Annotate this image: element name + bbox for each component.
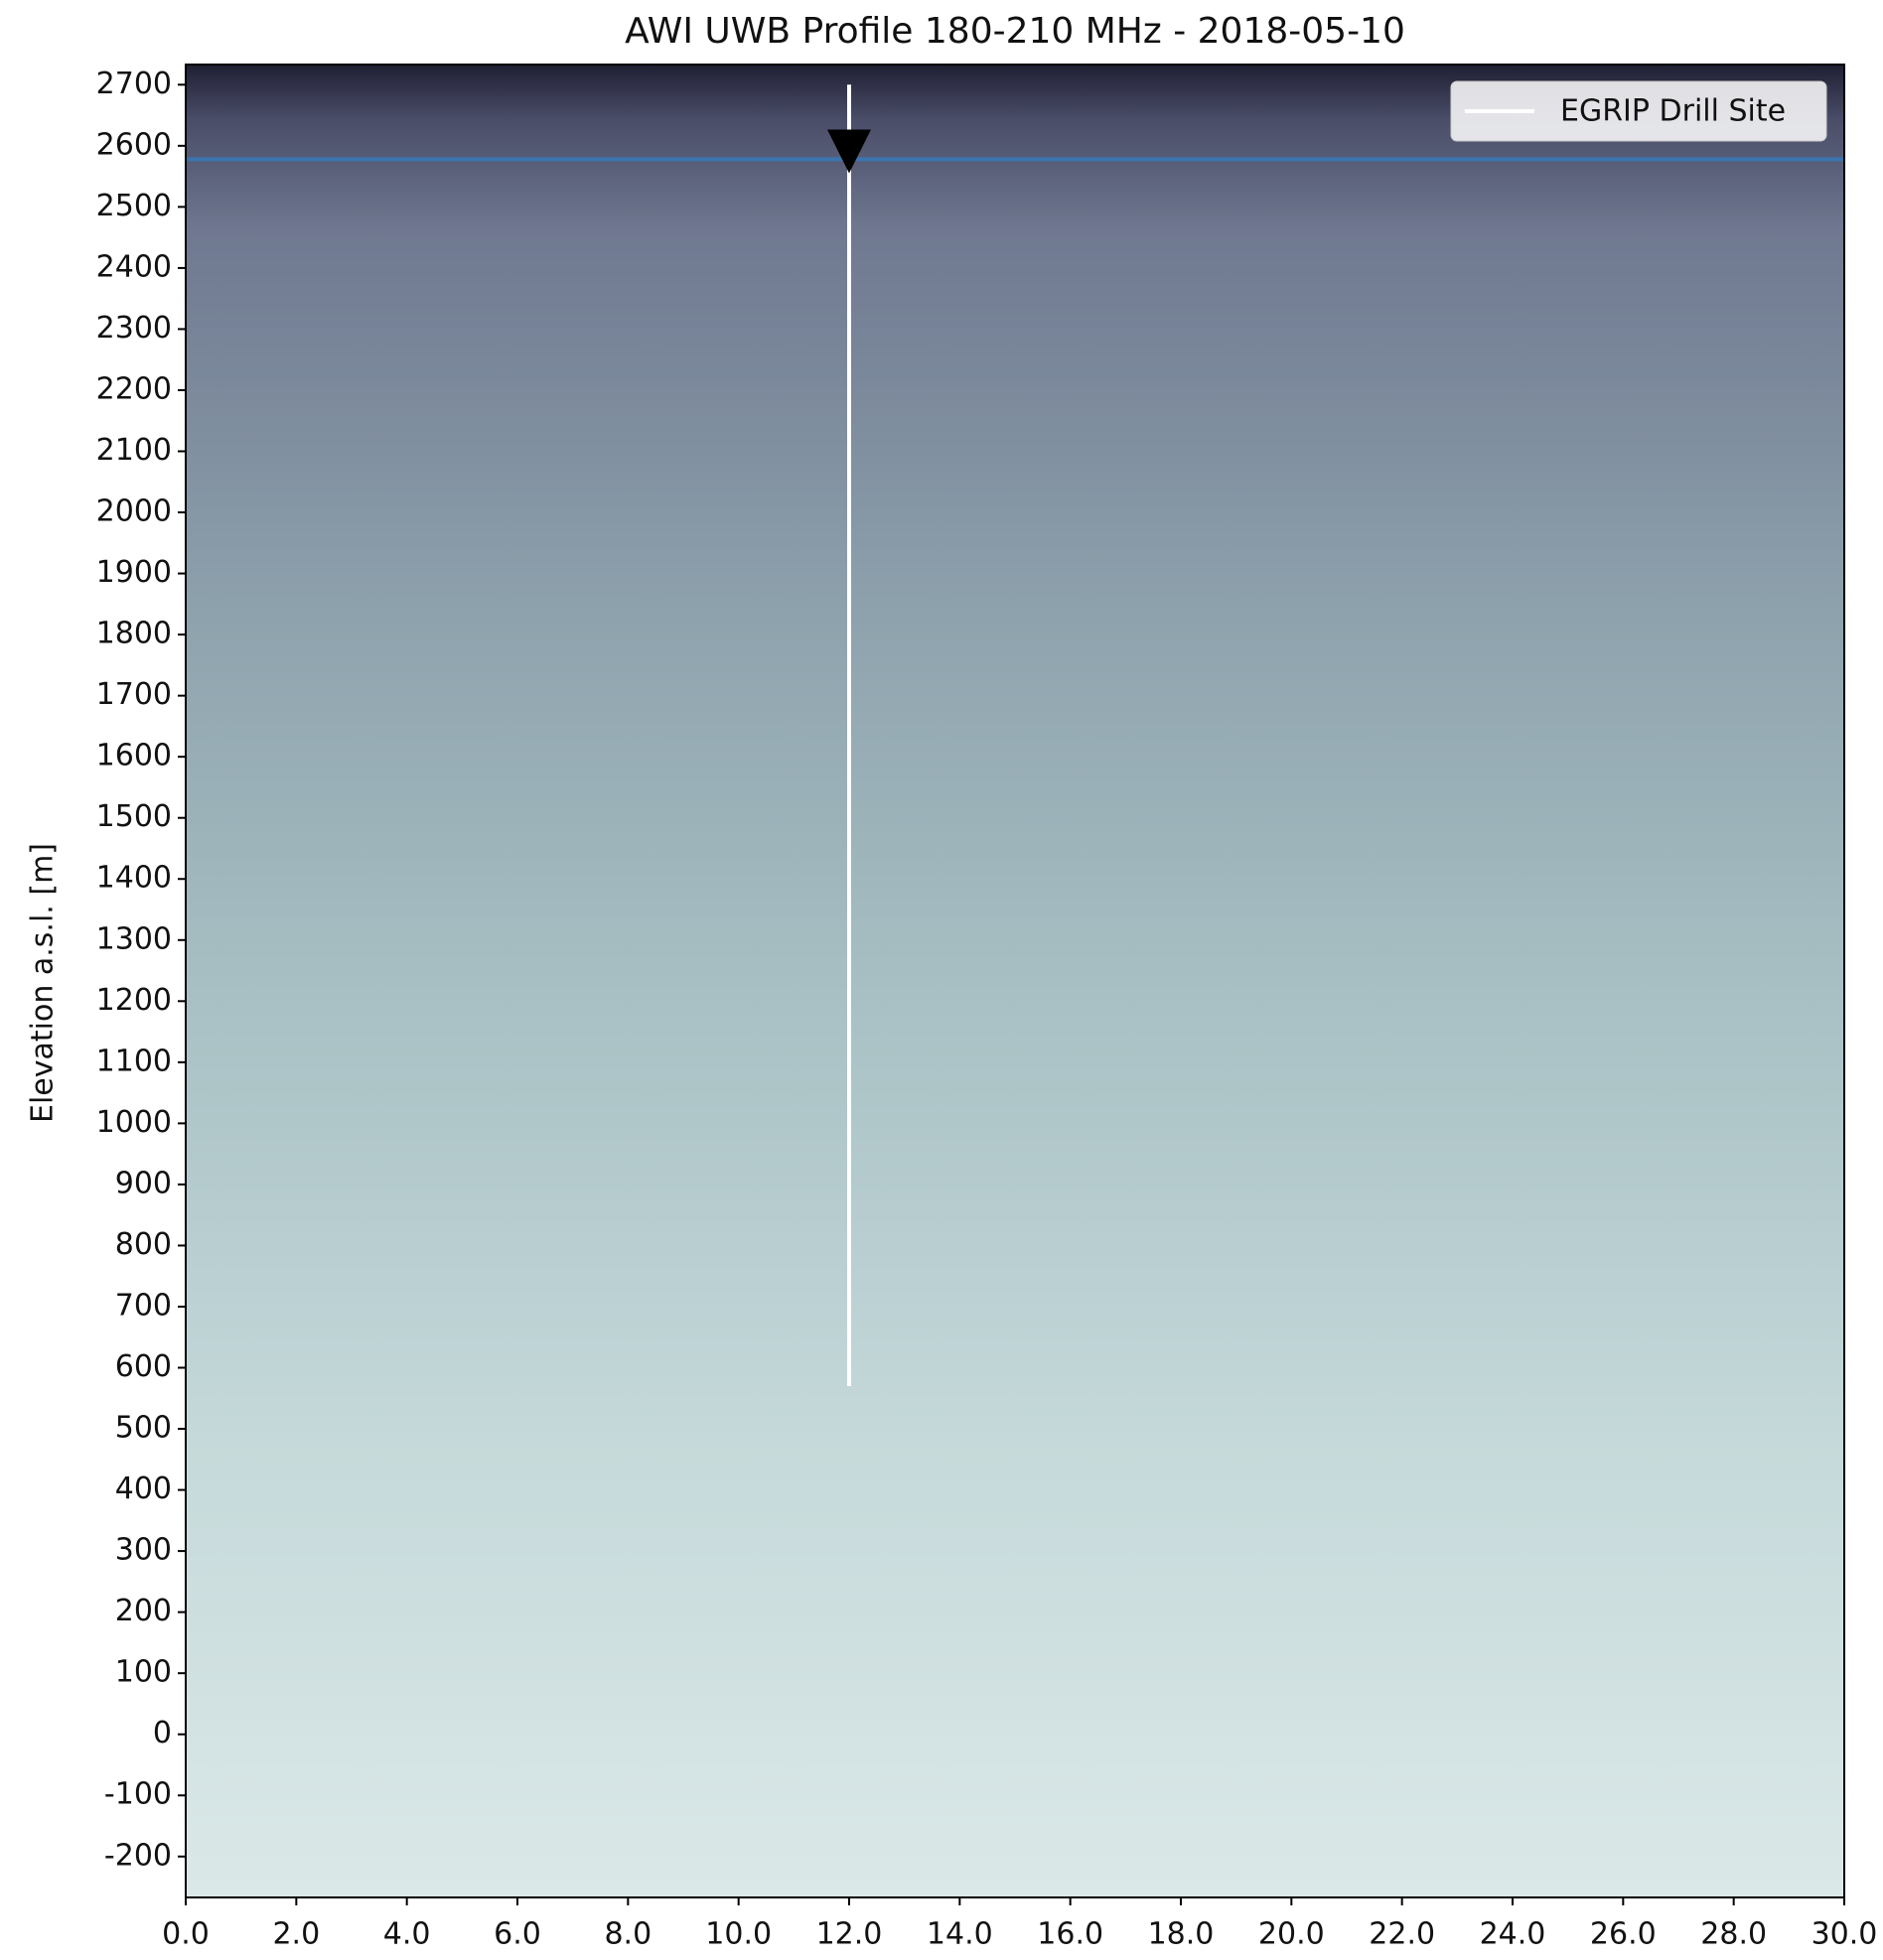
y-tick-label: 2400 xyxy=(96,249,172,284)
radar-image xyxy=(186,65,1844,1897)
y-tick-label: 2300 xyxy=(96,311,172,346)
x-tick-label: 28.0 xyxy=(1700,1917,1767,1952)
x-tick-label: 24.0 xyxy=(1480,1917,1546,1952)
y-tick-label: 1000 xyxy=(96,1105,172,1140)
y-tick-label: 300 xyxy=(115,1533,172,1568)
x-tick-label: 16.0 xyxy=(1037,1917,1103,1952)
x-tick-label: 20.0 xyxy=(1258,1917,1325,1952)
x-tick-label: 2.0 xyxy=(272,1917,320,1952)
x-tick-label: 6.0 xyxy=(494,1917,541,1952)
x-tick-label: 4.0 xyxy=(383,1917,431,1952)
chart: AWI UWB Profile 180-210 MHz - 2018-05-10… xyxy=(0,0,1883,1960)
y-tick-label: 1300 xyxy=(96,921,172,956)
x-tick-label: 30.0 xyxy=(1811,1917,1878,1952)
y-tick-label: 2700 xyxy=(96,67,172,101)
y-tick-label: 2200 xyxy=(96,371,172,406)
y-tick-label: 900 xyxy=(115,1166,172,1200)
y-tick-label: 1600 xyxy=(96,739,172,773)
y-tick-label: 2000 xyxy=(96,494,172,529)
x-tick-label: 12.0 xyxy=(816,1917,883,1952)
y-tick-label: 1700 xyxy=(96,677,172,712)
y-tick-label: 1800 xyxy=(96,617,172,651)
chart-title: AWI UWB Profile 180-210 MHz - 2018-05-10 xyxy=(625,11,1405,52)
x-tick-label: 18.0 xyxy=(1148,1917,1215,1952)
y-tick-label: 2600 xyxy=(96,127,172,162)
x-tick-label: 8.0 xyxy=(604,1917,652,1952)
x-tick-label: 0.0 xyxy=(162,1917,210,1952)
y-tick-label: 1100 xyxy=(96,1044,172,1078)
y-axis-label: Elevation a.s.l. [m] xyxy=(26,843,61,1123)
y-tick-label: 1400 xyxy=(96,861,172,896)
x-tick-label: 26.0 xyxy=(1590,1917,1657,1952)
y-tick-label: 1900 xyxy=(96,555,172,590)
x-tick-label: 10.0 xyxy=(705,1917,772,1952)
y-tick-label: -200 xyxy=(104,1838,172,1873)
y-tick-label: -100 xyxy=(104,1777,172,1812)
y-tick-label: 500 xyxy=(115,1411,172,1446)
y-tick-label: 2500 xyxy=(96,189,172,223)
legend-label: EGRIP Drill Site xyxy=(1560,94,1786,129)
y-tick-label: 1500 xyxy=(96,799,172,834)
y-tick-label: 600 xyxy=(115,1349,172,1384)
y-tick-label: 700 xyxy=(115,1288,172,1323)
y-tick-label: 800 xyxy=(115,1227,172,1262)
y-tick-label: 400 xyxy=(115,1471,172,1506)
x-tick-label: 22.0 xyxy=(1369,1917,1435,1952)
x-tick-label: 14.0 xyxy=(927,1917,993,1952)
y-tick-label: 1200 xyxy=(96,983,172,1018)
y-tick-label: 2100 xyxy=(96,433,172,468)
y-tick-label: 200 xyxy=(115,1594,172,1628)
y-tick-label: 100 xyxy=(115,1655,172,1690)
y-tick-label: 0 xyxy=(153,1716,172,1750)
